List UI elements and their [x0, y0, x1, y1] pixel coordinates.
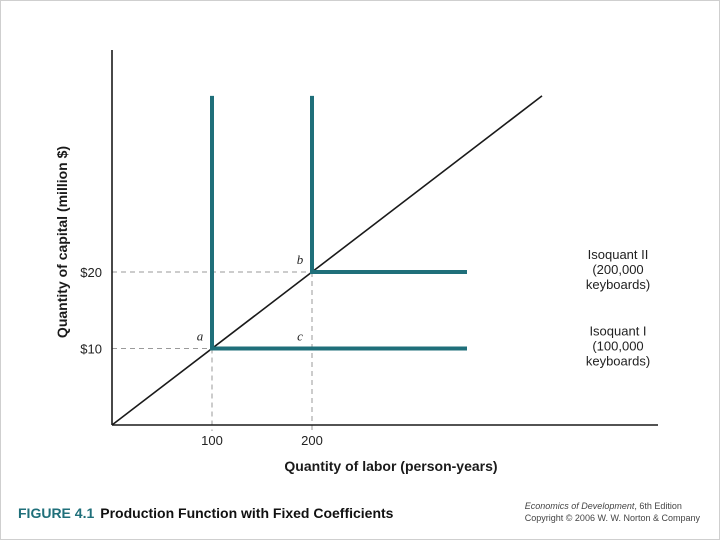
y-tick-label: $20 [80, 265, 102, 280]
expansion-path-line [111, 95, 543, 426]
isoquant-i-line [210, 95, 467, 351]
isoquant-label-line: Isoquant I [589, 323, 646, 338]
x-tick-label: 100 [201, 433, 223, 448]
isoquant-ii-line [310, 95, 467, 274]
book-edition: , 6th Edition [634, 501, 682, 511]
isoquant-label-line: (100,000 [592, 338, 643, 353]
figure-number: FIGURE 4.1 [18, 505, 95, 521]
y-axis-title: Quantity of capital (million $) [54, 146, 70, 338]
point-label-a: a [197, 328, 204, 343]
series-group [111, 95, 543, 426]
isoquant-label-line: keyboards) [586, 353, 650, 368]
book-title: Economics of Development [524, 501, 635, 511]
isoquant-label-line: keyboards) [586, 277, 650, 292]
figure-title: Production Function with Fixed Coefficie… [100, 505, 394, 521]
isoquant-label-line: (200,000 [592, 262, 643, 277]
x-tick-label: 200 [301, 433, 323, 448]
copyright-line: Copyright © 2006 W. W. Norton & Company [524, 513, 700, 523]
x-axis-title: Quantity of labor (person-years) [284, 458, 497, 474]
publisher-credit: Economics of Development, 6th Edition Co… [525, 500, 700, 524]
figure-caption: FIGURE 4.1 Production Function with Fixed… [18, 505, 393, 521]
point-label-c: c [297, 328, 303, 343]
axes [111, 50, 658, 426]
isoquant-label-line: Isoquant II [588, 247, 649, 262]
book-line: Economics of Development, 6th Edition [525, 500, 700, 512]
y-tick-label: $10 [80, 341, 102, 356]
point-label-b: b [297, 252, 304, 267]
